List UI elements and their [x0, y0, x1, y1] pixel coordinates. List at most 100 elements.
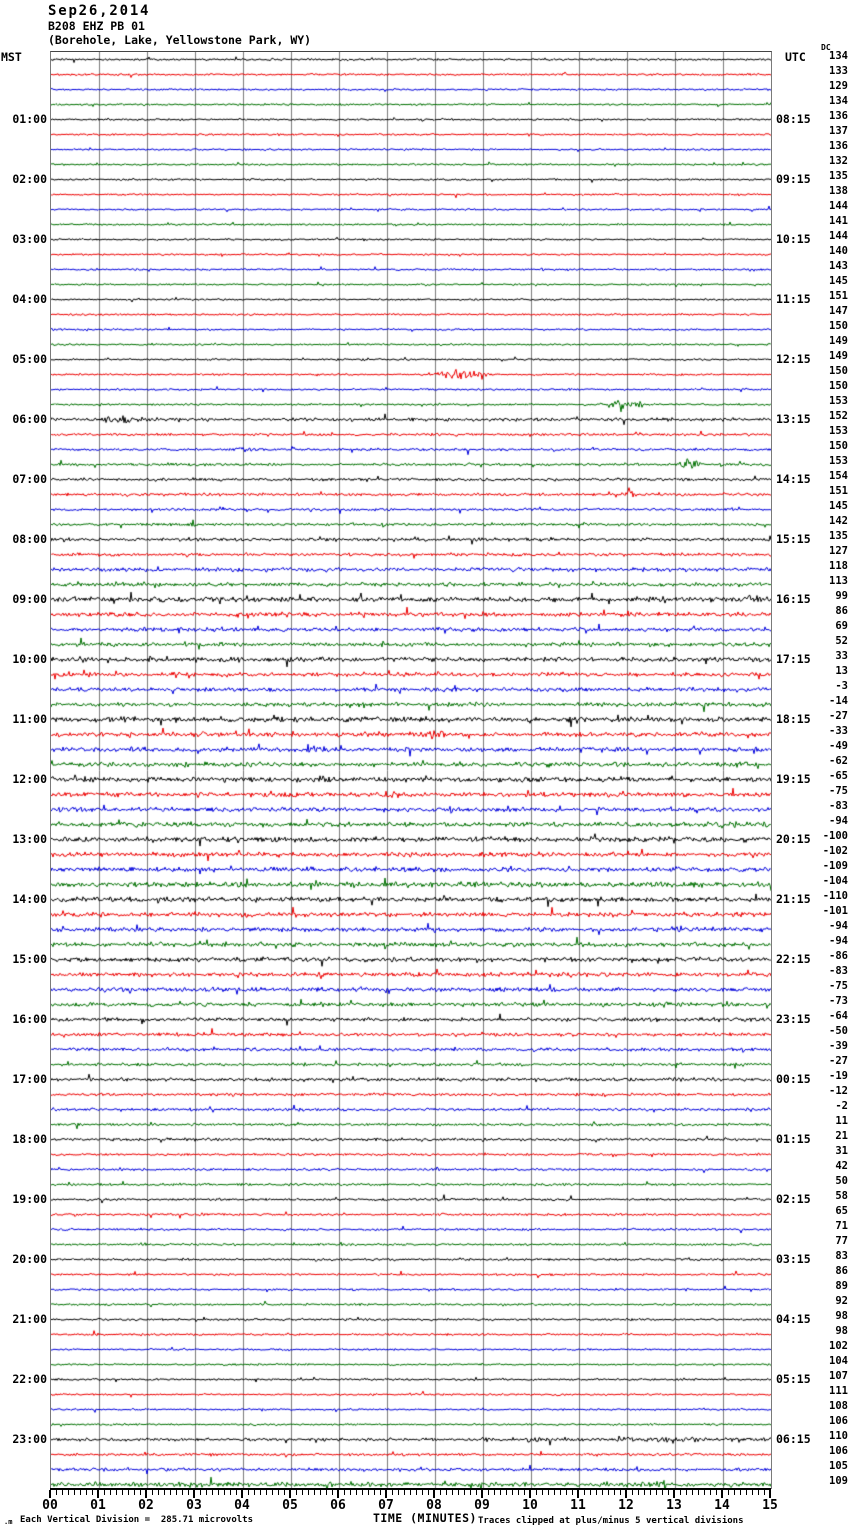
dc-value: -109 — [822, 859, 848, 872]
x-minor-tick — [110, 1490, 111, 1495]
utc-hour-label: 02:15 — [776, 1191, 811, 1206]
x-minor-tick — [632, 1490, 633, 1495]
utc-hour-label: 10:15 — [776, 231, 811, 246]
dc-value: 107 — [829, 1369, 848, 1382]
mst-hour-label: 20:00 — [12, 1251, 47, 1266]
dc-value: 137 — [829, 124, 848, 137]
mst-hour-label: 19:00 — [12, 1191, 47, 1206]
dc-value: -64 — [829, 1009, 848, 1022]
x-minor-tick — [128, 1490, 129, 1495]
corner-mark: .m — [4, 1518, 13, 1526]
dc-value: 149 — [829, 334, 848, 347]
x-minor-tick — [416, 1490, 417, 1495]
x-minor-tick — [170, 1490, 171, 1495]
utc-hour-label: 01:15 — [776, 1131, 811, 1146]
mst-hour-label: 21:00 — [12, 1311, 47, 1326]
mst-hour-label: 15:00 — [12, 951, 47, 966]
dc-value: -3 — [835, 679, 848, 692]
dc-value: -62 — [829, 754, 848, 767]
mst-hour-label: 02:00 — [12, 171, 47, 186]
dc-value: 86 — [835, 1264, 848, 1277]
dc-value: -83 — [829, 964, 848, 977]
x-minor-tick — [92, 1490, 93, 1495]
x-major-tick — [97, 1490, 99, 1498]
x-minor-tick — [224, 1490, 225, 1495]
x-minor-tick — [680, 1490, 681, 1495]
dc-value: -101 — [822, 904, 848, 917]
dc-value: 150 — [829, 364, 848, 377]
dc-value: -39 — [829, 1039, 848, 1052]
dc-value: 110 — [829, 1429, 848, 1442]
dc-value: -12 — [829, 1084, 848, 1097]
dc-value: 150 — [829, 379, 848, 392]
x-minor-tick — [734, 1490, 735, 1495]
mst-hour-label: 10:00 — [12, 651, 47, 666]
x-minor-tick — [710, 1490, 711, 1495]
dc-value: 152 — [829, 409, 848, 422]
dc-value: 149 — [829, 349, 848, 362]
x-minor-tick — [758, 1490, 759, 1495]
dc-value: 135 — [829, 169, 848, 182]
mst-hour-label: 07:00 — [12, 471, 47, 486]
x-minor-tick — [458, 1490, 459, 1495]
x-axis-title: TIME (MINUTES) — [373, 1511, 477, 1525]
dc-value: -104 — [822, 874, 848, 887]
x-major-tick — [529, 1490, 531, 1498]
x-minor-tick — [752, 1490, 753, 1495]
x-minor-tick — [470, 1490, 471, 1495]
x-minor-tick — [422, 1490, 423, 1495]
dc-value: 58 — [835, 1189, 848, 1202]
mst-hour-label: 22:00 — [12, 1371, 47, 1386]
x-minor-tick — [728, 1490, 729, 1495]
x-major-tick — [241, 1490, 243, 1498]
x-minor-tick — [404, 1490, 405, 1495]
x-minor-tick — [464, 1490, 465, 1495]
dc-value: 153 — [829, 454, 848, 467]
x-tick-label: 10 — [522, 1498, 538, 1513]
x-tick-label: 02 — [138, 1498, 154, 1513]
x-minor-tick — [740, 1490, 741, 1495]
x-tick-label: 12 — [618, 1498, 634, 1513]
mst-hour-label: 04:00 — [12, 291, 47, 306]
x-tick-label: 11 — [570, 1498, 586, 1513]
dc-value: 127 — [829, 544, 848, 557]
x-minor-tick — [494, 1490, 495, 1495]
dc-value: 113 — [829, 574, 848, 587]
x-minor-tick — [602, 1490, 603, 1495]
x-minor-tick — [266, 1490, 267, 1495]
dc-value: 136 — [829, 139, 848, 152]
x-minor-tick — [248, 1490, 249, 1495]
utc-hour-label: 05:15 — [776, 1371, 811, 1386]
utc-hour-label: 12:15 — [776, 351, 811, 366]
dc-value: 151 — [829, 484, 848, 497]
utc-hour-label: 00:15 — [776, 1071, 811, 1086]
dc-value: -86 — [829, 949, 848, 962]
left-timezone-label: MST — [1, 50, 22, 64]
dc-value: -33 — [829, 724, 848, 737]
x-minor-tick — [506, 1490, 507, 1495]
clip-note: Traces clipped at plus/minus 5 vertical … — [478, 1516, 744, 1526]
x-minor-tick — [62, 1490, 63, 1495]
utc-hour-label: 08:15 — [776, 111, 811, 126]
x-minor-tick — [698, 1490, 699, 1495]
dc-value: 133 — [829, 64, 848, 77]
dc-value: 89 — [835, 1279, 848, 1292]
dc-value: 145 — [829, 499, 848, 512]
utc-hour-label: 14:15 — [776, 471, 811, 486]
dc-value: -27 — [829, 1054, 848, 1067]
dc-value: 153 — [829, 424, 848, 437]
x-minor-tick — [392, 1490, 393, 1495]
utc-hour-label: 06:15 — [776, 1431, 811, 1446]
dc-value: 102 — [829, 1339, 848, 1352]
utc-hour-label: 17:15 — [776, 651, 811, 666]
x-minor-tick — [164, 1490, 165, 1495]
x-minor-tick — [158, 1490, 159, 1495]
mst-hour-label: 14:00 — [12, 891, 47, 906]
x-minor-tick — [476, 1490, 477, 1495]
dc-value: 134 — [829, 49, 848, 62]
utc-hour-label: 13:15 — [776, 411, 811, 426]
plot-frame — [50, 51, 772, 1489]
dc-value: 31 — [835, 1144, 848, 1157]
dc-value: 153 — [829, 394, 848, 407]
